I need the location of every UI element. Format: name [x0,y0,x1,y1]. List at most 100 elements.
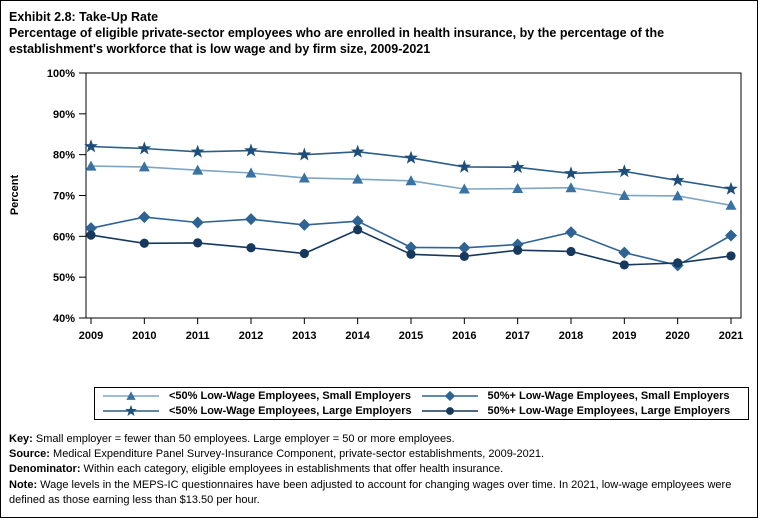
circle-marker [86,230,96,240]
star-marker [510,160,525,174]
legend-item: 50%+ Low-Wage Employees, Large Employers [421,404,741,418]
triangle-marker [298,172,310,183]
circle-marker [246,243,256,253]
legend-item: <50% Low-Wage Employees, Small Employers [103,389,422,403]
triangle-marker [672,190,684,201]
circle-marker [566,246,576,257]
line-chart: 40% 50% 60% 70% 80% 90% 100% 2009 2010 2011 2012 20… [47,68,743,342]
note-key-text: Small employer = fewer than 50 employees… [32,433,455,445]
y-tick-label: 60% [53,231,75,243]
triangle-marker [138,161,150,172]
circle-marker [726,251,736,261]
triangle-marker [725,199,737,210]
diamond-marker [405,241,417,254]
y-tick-label: 90% [53,109,75,121]
star-marker [125,404,137,416]
star-marker [724,181,738,195]
circle-marker [299,248,309,259]
circle-marker [193,238,203,248]
triangle-marker [85,160,97,171]
footnotes: Key: Small employer = fewer than 50 empl… [9,432,751,508]
triangle-marker [618,190,630,200]
legend-label: <50% Low-Wage Employees, Large Employers [169,405,412,417]
circle-legend-swatch [421,407,478,415]
y-tick-label: 70% [53,191,75,203]
diamond-marker [351,215,364,228]
diamond-marker [245,213,257,226]
x-tick-label: 2011 [186,330,210,342]
circle-marker [459,251,469,261]
note-key-label: Key: [9,433,33,445]
x-tick-label: 2010 [132,330,156,342]
circle-marker [673,258,683,268]
diamond-marker [618,246,631,259]
diamond-marker [138,211,151,224]
x-tick-label: 2015 [399,330,423,342]
star-marker [457,159,472,173]
note-note: Note: Wage levels in the MEPS-IC questio… [9,478,751,508]
star-marker [564,166,578,180]
triangle-marker [352,173,364,184]
circle-marker [139,238,149,248]
note-denominator-text: Within each category, eligible employees… [80,463,504,475]
exhibit-title: Exhibit 2.8: Take-Up Rate [9,10,159,24]
chart-title-block: Exhibit 2.8: Take-Up Rate Percentage of … [9,9,744,57]
note-note-label: Note: [9,479,38,491]
legend-label: 50%+ Low-Wage Employees, Large Employers [487,405,731,417]
chart-subtitle: Percentage of eligible private-sector em… [9,26,665,56]
note-key: Key: Small employer = fewer than 50 empl… [9,432,751,447]
x-tick-label: 2017 [505,330,529,342]
note-source: Source: Medical Expenditure Panel Survey… [9,447,751,462]
y-tick-label: 80% [53,150,75,162]
x-tick-label: 2014 [345,330,370,342]
note-note-text: Wage levels in the MEPS-IC questionnaire… [9,479,732,506]
star-marker [617,164,632,178]
note-denominator: Denominator: Within each category, eligi… [9,462,751,477]
diamond-marker [191,216,204,229]
series-line [90,165,732,207]
star-marker [297,147,312,161]
triangle-marker [405,175,417,186]
triangle-marker [245,167,257,178]
y-tick-label: 50% [53,272,75,284]
legend-item: 50%+ Low-Wage Employees, Small Employers [421,389,741,403]
star-marker [137,141,152,155]
y-tick-label: 100% [47,68,75,80]
legend-label: 50%+ Low-Wage Employees, Small Employers [487,390,730,402]
diamond-legend-swatch [421,390,478,402]
legend-label: <50% Low-Wage Employees, Small Employers [169,390,411,402]
diamond-marker [85,222,97,235]
circle-marker [619,260,629,270]
y-tick-label: 40% [53,313,75,325]
triangle-marker [126,391,136,400]
star-marker [190,144,205,158]
x-tick-label: 2013 [292,330,316,342]
x-tick-label: 2016 [452,330,476,342]
triangle-marker [512,183,524,194]
diamond-marker [725,229,737,242]
x-tick-label: 2020 [665,330,689,342]
star-legend-swatch [103,404,159,416]
note-source-text: Medical Expenditure Panel Survey-Insuran… [49,448,545,460]
chart-legend: <50% Low-Wage Employees, Small Employers… [94,387,749,420]
x-tick-label: 2021 [719,330,743,342]
diamond-marker [298,218,311,231]
diamond-marker [458,241,471,254]
circle-marker [445,407,454,415]
star-marker [244,143,258,157]
circle-marker [406,249,416,259]
star-marker [350,144,365,158]
note-denominator-label: Denominator: [9,463,81,475]
circle-marker [513,245,523,255]
star-marker [670,173,685,187]
triangle-marker [192,164,204,175]
diamond-marker [444,390,455,402]
x-tick-label: 2019 [612,330,636,342]
x-tick-label: 2009 [79,330,103,342]
x-tick-label: 2012 [239,330,263,342]
triangle-legend-swatch [103,391,159,400]
note-source-label: Source: [9,448,50,460]
star-marker [404,150,418,164]
triangle-marker [458,183,470,194]
